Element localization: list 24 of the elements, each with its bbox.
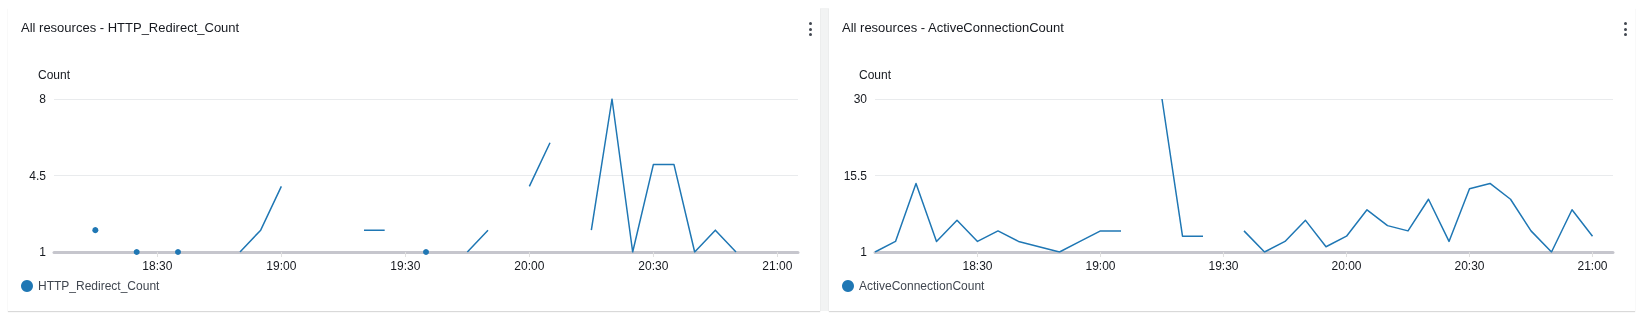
x-tick-label: 18:30 [142, 259, 173, 273]
x-tick-label: 20:00 [1331, 259, 1362, 273]
y-tick-label: 30 [853, 92, 868, 106]
y-axis-title: Count [37, 68, 71, 82]
y-tick-label: 15.5 [843, 168, 868, 183]
x-tick-label: 20:30 [638, 259, 669, 273]
x-tick-label: 20:00 [514, 259, 545, 273]
x-tick-label: 21:00 [762, 259, 793, 273]
x-tick-label: 19:30 [1208, 259, 1239, 273]
y-tick-label: 4.5 [29, 168, 47, 183]
y-axis-title: Count [858, 68, 892, 82]
chart-title: All resources - HTTP_Redirect_Count [21, 20, 240, 35]
x-tick-label: 21:00 [1577, 259, 1608, 273]
y-tick-label: 1 [39, 245, 47, 259]
x-tick-label: 19:00 [266, 259, 297, 273]
y-tick-label: 8 [39, 92, 47, 106]
x-tick-label: 20:30 [1454, 259, 1485, 273]
y-tick-label: 1 [860, 245, 868, 259]
x-tick-label: 18:30 [962, 259, 993, 273]
legend-label: ActiveConnectionCount [859, 279, 986, 293]
legend-label: HTTP_Redirect_Count [38, 279, 161, 293]
x-tick-label: 19:00 [1085, 259, 1116, 273]
chart-title: All resources - ActiveConnectionCount [842, 20, 1065, 35]
x-tick-label: 19:30 [390, 259, 421, 273]
